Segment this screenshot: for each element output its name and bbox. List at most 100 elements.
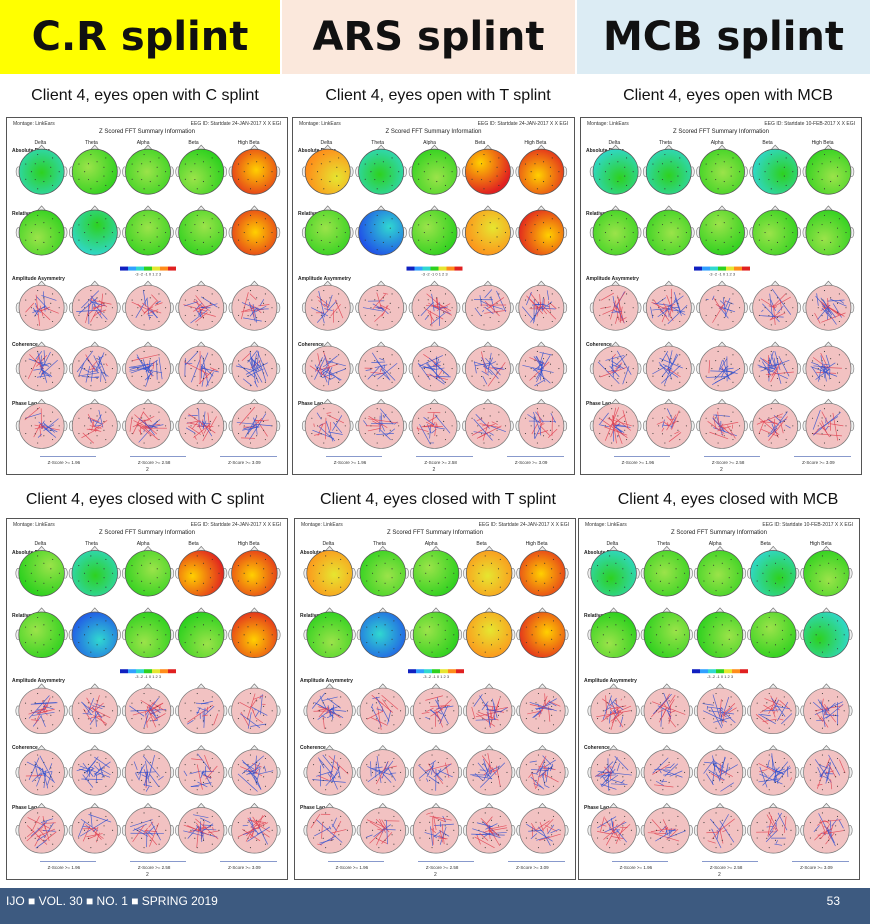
color-scale-legend: -3 -2 -1 0 1 2 3 [408,669,464,679]
head-topomap [696,144,748,195]
head-topomap [175,144,227,195]
head-topomap [587,607,640,658]
footer-page-number: 53 [826,894,840,908]
head-topomap [409,607,463,658]
band-labels: Delta Theta Alpha Beta High Beta [587,541,851,547]
qeeg-summary-panel: Montage: LinkEars EEG ID: Startdate 24-JA… [294,518,576,880]
head-topomap [643,144,695,195]
montage-label: Montage: LinkEars [13,121,55,127]
row-label: Amplitude Asymmetry [298,275,351,282]
head-topomap [15,341,68,392]
head-topomap [408,398,461,449]
band-label: Delta [34,140,47,146]
head-topomap [463,744,516,796]
panel-title: Z Scored FFT Summary Information [385,129,482,135]
head-topomap [515,398,568,449]
head-topomap [589,280,642,331]
head-topomap [463,607,516,658]
head-topomap [800,607,853,658]
head-topomap [69,341,121,392]
z-score-scale-line [416,456,473,457]
row-label: Phase Lag [300,804,326,811]
head-topomap [696,398,748,449]
head-topomap [640,683,693,735]
head-topomap [15,280,68,331]
color-scale-legend: -3 -2 -1 0 1 2 3 [120,669,176,679]
head-topomap [355,205,407,256]
head-topomap [409,744,463,796]
head-topomap [462,398,514,449]
legend-numbers: -3 -2 -1 0 1 2 3 [135,674,162,679]
head-topomap [408,280,461,331]
panel-page-number: 2 [146,467,149,473]
legend-numbers: -3 -2 -1 0 1 2 3 [135,272,162,277]
head-topomap [228,802,281,854]
head-topomap [228,280,281,331]
eeg-id-label: EEG ID: Startdate 10-FEB-2017 X X EGI [762,522,853,528]
band-labels: Delta Theta Alpha Beta High Beta [15,541,279,547]
head-topomap [516,545,569,597]
band-label: Beta [476,541,487,547]
topomap-grid: -3 -2 -1 0 1 2 3 [15,144,281,449]
band-label: High Beta [237,541,260,547]
z-score-label: Z-Score >= 1.96 [47,865,81,870]
caption-open-t: Client 4, eyes open with T splint [325,87,551,104]
head-topomap [696,280,748,331]
head-topomap [408,341,461,392]
z-score-label: Z-Score >= 1.96 [619,865,653,870]
z-score-label: Z-Score >= 3.09 [516,865,549,870]
head-topomap [800,802,853,854]
head-topomap [747,683,800,735]
band-label: Delta [606,541,619,547]
panel-page-number: 2 [434,872,437,878]
head-topomap [301,398,354,449]
head-topomap [802,280,855,331]
head-topomap [749,341,801,392]
z-score-label: Z-Score >= 1.96 [621,460,655,465]
head-topomap [643,280,695,331]
head-topomap [122,205,174,256]
qeeg-summary-panel: Montage: LinkEars EEG ID: Startdate 10-FE… [578,518,860,880]
head-topomap [303,545,356,597]
eeg-id-label: EEG ID: Startdate 24-JAN-2017 X X EGI [478,522,569,528]
head-topomap [15,205,68,256]
head-topomap [69,205,121,256]
header-mcb-splint: MCB splint [577,0,870,74]
head-topomap [122,341,174,392]
head-topomap [462,280,514,331]
z-score-scale-line [39,861,97,862]
head-topomap [800,744,853,796]
head-topomap [15,744,68,796]
z-score-label: Z-Score >= 2.58 [425,865,459,870]
row-label: Coherence [12,745,38,752]
z-score-scale-line [613,456,671,457]
row-label: Coherence [298,341,324,348]
head-topomap [15,607,68,658]
z-score-scale-line [701,861,759,862]
band-label: Alpha [710,140,724,146]
head-topomap [462,205,514,256]
band-labels: Delta Theta Alpha Beta High Beta [589,140,853,146]
head-topomap [640,802,693,854]
head-topomap [355,280,407,331]
legend-numbers: -3 -2 -1 0 1 2 3 [421,272,448,277]
z-score-label: Z-Score >= 2.58 [424,460,457,465]
head-topomap [693,802,747,854]
row-label: Coherence [584,745,610,752]
head-topomap [228,545,281,597]
head-topomap [693,744,747,796]
row-label: Coherence [300,745,326,752]
panel-page-number: 2 [432,467,436,473]
head-topomap [693,683,747,735]
head-topomap [175,802,228,854]
head-topomap [301,144,354,195]
band-label: Delta [34,541,47,547]
color-scale-legend: -3 -2 -1 0 1 2 3 [694,266,750,277]
z-score-scale-line [417,861,475,862]
head-topomap [749,144,801,195]
head-topomap [587,802,640,854]
head-topomap [15,802,68,854]
panel-header-info: Montage: LinkEars EEG ID: Startdate 10-FE… [587,121,855,127]
row-label: Absolute Power [586,148,624,155]
z-score-scale-line [327,861,385,862]
